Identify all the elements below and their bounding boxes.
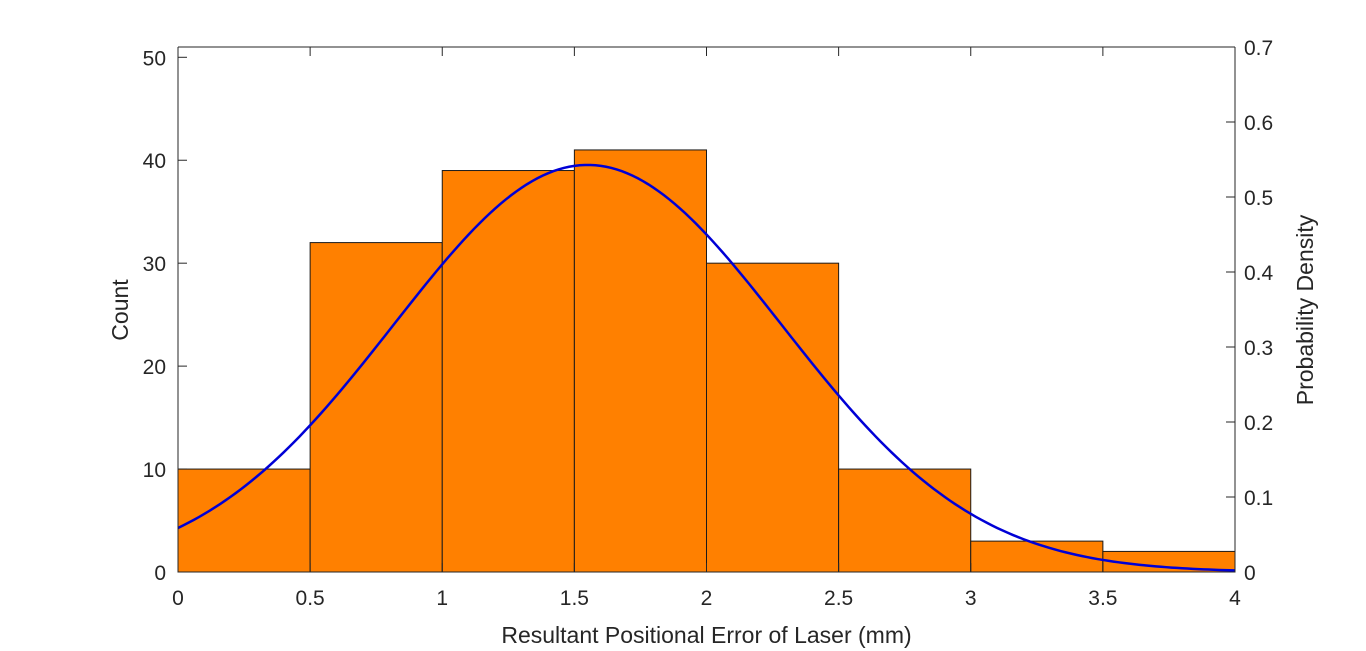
histogram-bar-2 <box>309 242 443 573</box>
histogram-bar-3 <box>441 170 575 573</box>
ticks-layer: 0 0.5 1 1.5 2 2.5 3 3.5 40102030405000.10.20.30.… <box>143 37 1274 610</box>
x-tick-label: 0.5 <box>296 587 325 610</box>
left-y-tick-label: 30 <box>143 253 166 276</box>
left-y-axis-title: Count <box>107 279 133 341</box>
x-tick-label: 4 <box>1229 587 1241 610</box>
x-tick-label: 3.5 <box>1088 587 1117 610</box>
histogram-bar-5 <box>706 262 840 573</box>
right-y-tick-label: 0.5 <box>1244 187 1273 210</box>
right-y-tick-label: 0.4 <box>1244 262 1274 285</box>
pdf-curve <box>177 163 1236 572</box>
right-y-axis-title: Probability Density <box>1292 214 1318 405</box>
right-y-tick-label: 0.3 <box>1244 337 1273 360</box>
right-y-tick-label: 0.7 <box>1244 37 1273 60</box>
x-axis-title: Resultant Positional Error of Laser (mm) <box>501 622 911 648</box>
right-y-tick-label: 0.2 <box>1244 412 1273 435</box>
left-y-tick-label: 10 <box>143 459 166 482</box>
x-tick-label: 1.5 <box>560 587 589 610</box>
bars-layer <box>177 149 1236 573</box>
histogram-bar-4 <box>573 149 707 573</box>
x-tick-label: 0 <box>172 587 184 610</box>
right-y-tick-label: 0 <box>1244 562 1256 585</box>
x-tick-label: 2 <box>701 587 713 610</box>
left-y-tick-label: 0 <box>154 562 166 585</box>
right-y-tick-label: 0.1 <box>1244 487 1273 510</box>
histogram-bar-6 <box>838 468 972 573</box>
x-tick-label: 1 <box>436 587 448 610</box>
left-y-tick-label: 40 <box>143 150 166 173</box>
histogram-bar-1 <box>177 468 311 573</box>
left-y-tick-label: 50 <box>143 47 166 70</box>
x-tick-label: 3 <box>965 587 977 610</box>
x-tick-label: 2.5 <box>824 587 853 610</box>
right-y-tick-label: 0.6 <box>1244 112 1273 135</box>
left-y-tick-label: 20 <box>143 356 166 379</box>
